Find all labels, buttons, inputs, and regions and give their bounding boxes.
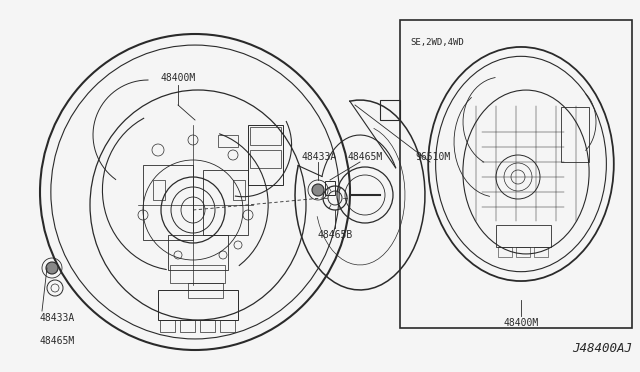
- Bar: [203, 170, 248, 235]
- Text: 48400M: 48400M: [161, 73, 196, 83]
- Bar: [516, 247, 530, 257]
- Bar: [248, 125, 283, 185]
- Ellipse shape: [312, 184, 324, 196]
- Bar: [233, 180, 245, 200]
- Ellipse shape: [46, 262, 58, 274]
- Bar: [496, 225, 551, 247]
- Bar: [200, 320, 215, 332]
- Text: 48433A: 48433A: [40, 313, 76, 323]
- Bar: [534, 247, 548, 257]
- Bar: [380, 100, 400, 120]
- Bar: [325, 181, 335, 195]
- Bar: [561, 107, 589, 162]
- Bar: [160, 320, 175, 332]
- Bar: [158, 290, 238, 320]
- Bar: [188, 283, 223, 298]
- Bar: [168, 235, 228, 270]
- Bar: [143, 165, 193, 240]
- Text: 96510M: 96510M: [415, 152, 451, 162]
- Text: SE,2WD,4WD: SE,2WD,4WD: [410, 38, 464, 47]
- Bar: [218, 135, 238, 147]
- Text: 48400M: 48400M: [504, 318, 539, 328]
- Text: 48465M: 48465M: [40, 336, 76, 346]
- Text: 48465B: 48465B: [317, 230, 353, 240]
- Bar: [180, 320, 195, 332]
- Bar: [250, 127, 281, 145]
- Text: J48400AJ: J48400AJ: [572, 342, 632, 355]
- Bar: [170, 265, 225, 283]
- Bar: [220, 320, 235, 332]
- Bar: [250, 150, 281, 168]
- Bar: [153, 180, 165, 200]
- Bar: [400, 20, 632, 328]
- Text: 48433A: 48433A: [302, 152, 337, 162]
- Bar: [498, 247, 512, 257]
- Text: 48465M: 48465M: [348, 152, 383, 162]
